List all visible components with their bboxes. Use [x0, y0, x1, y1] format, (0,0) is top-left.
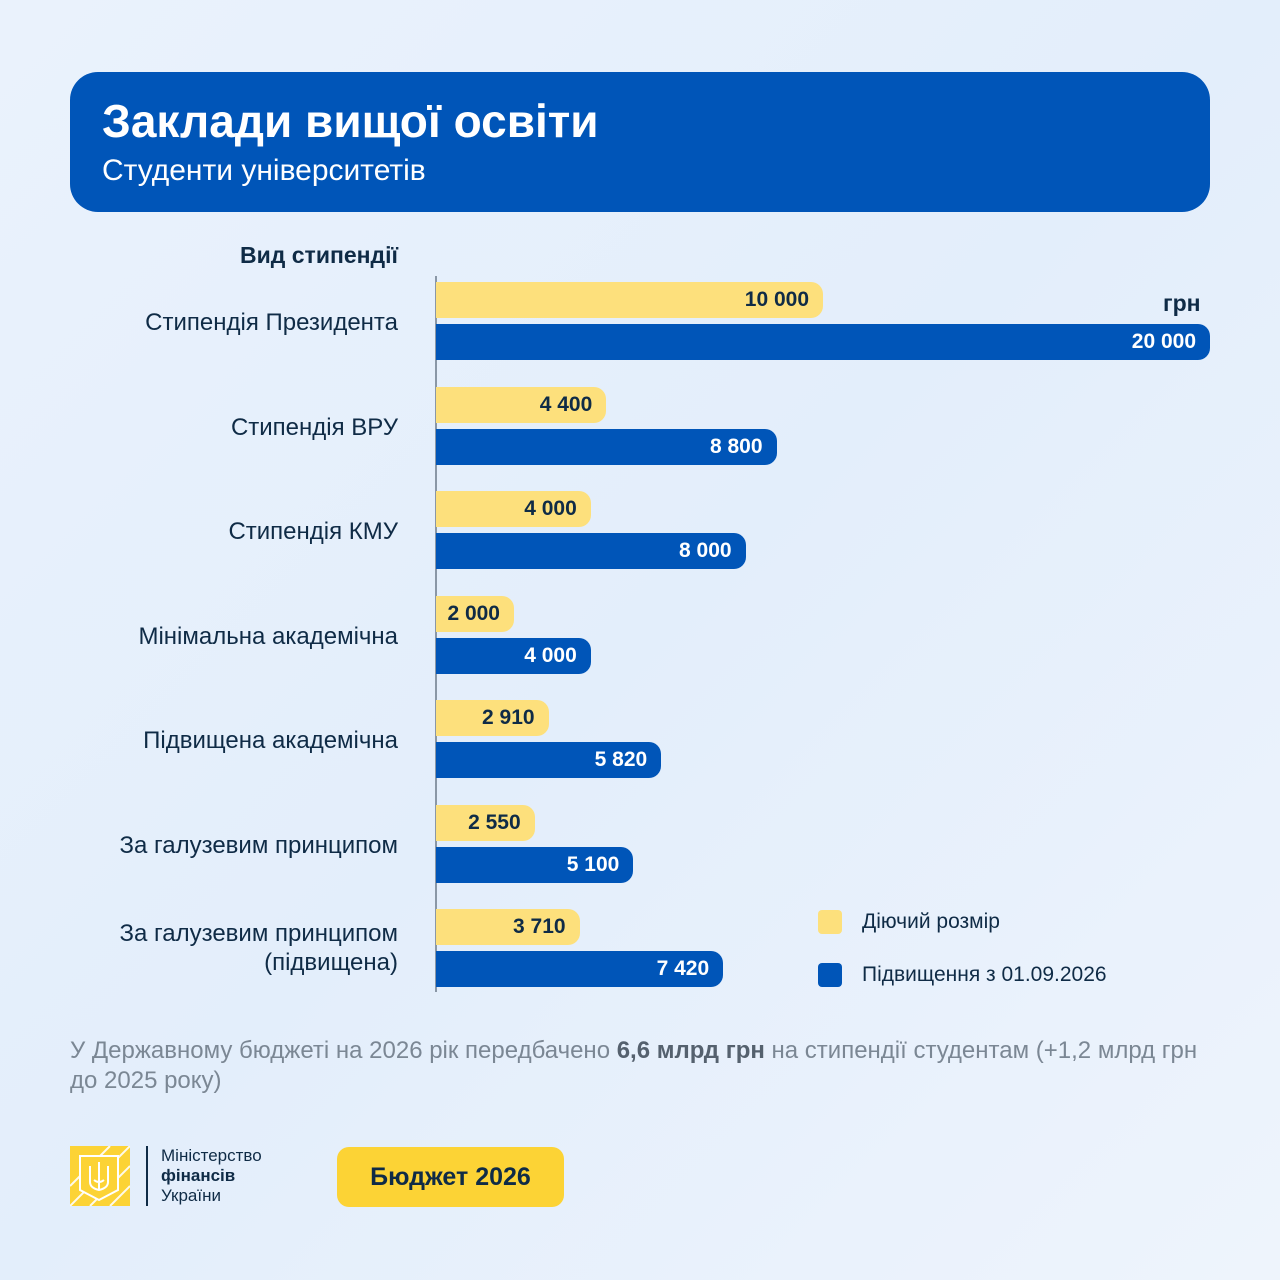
data-label: 3 710	[513, 915, 566, 938]
bar-increase: 4 000	[436, 637, 591, 674]
trident-icon	[70, 1146, 130, 1206]
budget-note: У Державному бюджеті на 2026 рік передба…	[70, 1036, 1210, 1096]
note-highlight: 6,6 млрд грн	[616, 1037, 765, 1064]
data-label: 5 820	[594, 748, 648, 771]
legend-label: Діючий розмір	[862, 910, 1000, 933]
y-axis-line	[435, 276, 437, 992]
data-label: 20 000	[1131, 330, 1196, 353]
bar-increase: 8 800	[436, 428, 777, 465]
header-banner: Заклади вищої освіти Студенти університе…	[70, 72, 1210, 212]
data-label: 2 910	[482, 706, 535, 729]
ministry-line: фінансів	[161, 1166, 236, 1185]
legend-item-current: Діючий розмір	[818, 910, 1000, 934]
bar-increase: 5 100	[436, 846, 634, 883]
category-label: Підвищена академічна	[143, 727, 398, 754]
legend-label: Підвищення з 01.09.2026	[862, 963, 1107, 986]
bar-current: 4 400	[436, 386, 607, 423]
legend-item-increase: Підвищення з 01.09.2026	[818, 963, 1107, 987]
data-label: 4 000	[524, 643, 577, 667]
bar-current: 4 000	[436, 491, 591, 527]
category-label: Стипендія Президента	[145, 309, 398, 336]
logo-divider	[146, 1146, 148, 1206]
category-label: Мінімальна академічна	[138, 622, 398, 650]
ministry-name: Міністерство фінансів України	[161, 1146, 262, 1206]
data-label: 7 420	[656, 957, 710, 980]
legend-swatch-increase	[818, 963, 842, 987]
ministry-logo: Міністерство фінансів України	[70, 1146, 262, 1206]
unit-label: грн	[1163, 290, 1201, 316]
data-label: 2 550	[468, 810, 521, 834]
data-label: 8 000	[679, 539, 732, 562]
bar-increase: 8 000	[436, 533, 746, 569]
bar-current: 2 000	[436, 595, 514, 632]
data-label: 8 800	[709, 434, 763, 458]
ministry-line: Міністерство	[161, 1146, 262, 1165]
budget-2026-badge: Бюджет 2026	[337, 1147, 564, 1207]
data-label: 5 100	[566, 852, 620, 876]
legend-swatch-current	[818, 910, 842, 934]
category-label: За галузевим принципом (підвищена)	[119, 920, 399, 976]
page-subtitle: Студенти університетів	[102, 154, 426, 187]
category-header: Вид стипендії	[240, 242, 398, 268]
category-label: За галузевим принципом	[119, 831, 399, 859]
note-text: У Державному бюджеті на 2026 рік передба…	[70, 1037, 617, 1064]
category-label: Стипендія КМУ	[228, 518, 398, 545]
note-text: на стипендії студентам (+1,2 млрд грн до…	[70, 1037, 1198, 1094]
bar-current: 3 710	[436, 909, 580, 945]
page-title: Заклади вищої освіти	[102, 95, 599, 147]
data-label: 2 000	[447, 601, 500, 625]
bar-increase: 20 000	[436, 324, 1210, 360]
bar-increase: 5 820	[436, 742, 662, 778]
ministry-line: України	[161, 1186, 221, 1205]
bar-current: 10 000	[436, 282, 823, 318]
bar-increase: 7 420	[436, 951, 724, 987]
data-label: 4 000	[524, 497, 577, 520]
data-label: 4 400	[539, 392, 593, 416]
bar-current: 2 910	[436, 700, 549, 736]
bar-current: 2 550	[436, 804, 535, 841]
data-label: 10 000	[744, 288, 809, 311]
category-label: Стипендія ВРУ	[230, 413, 398, 441]
